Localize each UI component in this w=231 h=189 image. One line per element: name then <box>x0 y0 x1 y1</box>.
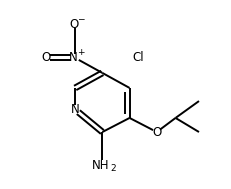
Text: 2: 2 <box>110 164 116 173</box>
Text: O: O <box>69 18 78 31</box>
Text: −: − <box>77 14 84 23</box>
Text: Cl: Cl <box>132 51 144 64</box>
Text: N: N <box>69 51 78 64</box>
Text: O: O <box>152 125 161 139</box>
Text: NH: NH <box>92 159 109 172</box>
Text: +: + <box>77 48 84 57</box>
Text: O: O <box>41 51 51 64</box>
Text: N: N <box>71 103 79 116</box>
